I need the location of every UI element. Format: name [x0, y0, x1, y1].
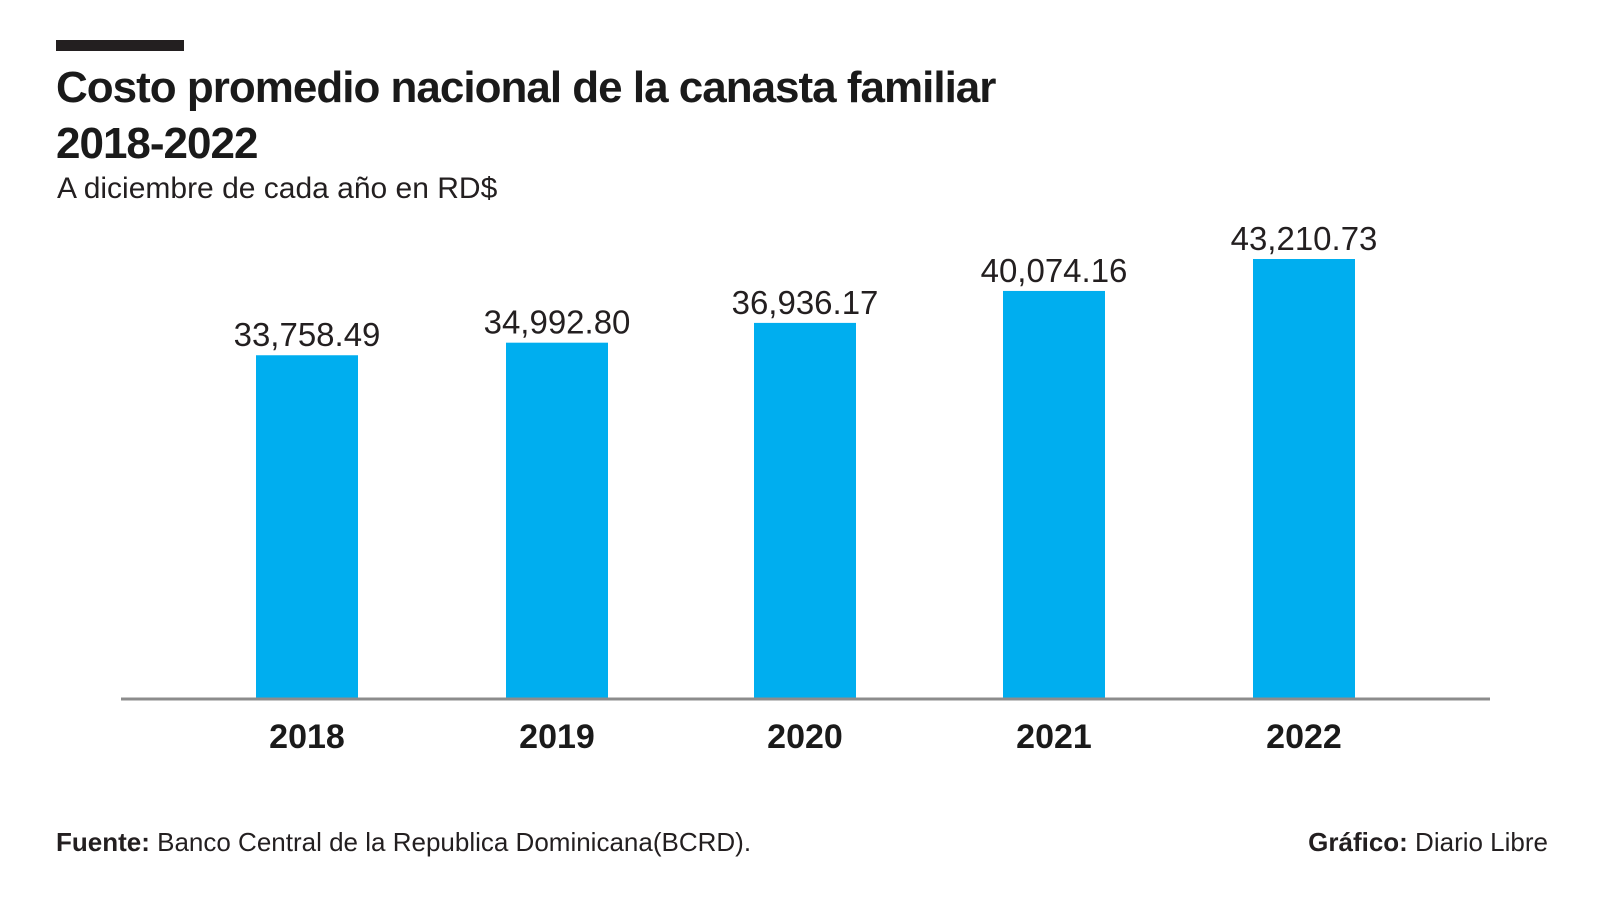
value-labels-group: 33,758.49 34,992.80 36,936.17 40,074.16 43,2…	[234, 220, 1378, 353]
value-label-2020: 36,936.17	[732, 284, 879, 321]
value-label-2021: 40,074.16	[981, 252, 1128, 289]
category-label-2022: 2022	[1266, 718, 1342, 756]
value-label-2019: 34,992.80	[484, 304, 631, 341]
source-note: Fuente: Banco Central de la Republica Do…	[56, 826, 751, 858]
bar-chart: 33,758.49 34,992.80 36,936.17 40,074.16 43,2…	[121, 220, 1490, 756]
category-label-2021: 2021	[1016, 718, 1092, 756]
bar-2022	[1253, 259, 1355, 699]
title-rule	[56, 40, 184, 51]
source-text: Banco Central de la Republica Dominicana…	[149, 827, 752, 857]
chart-title: Costo promedio nacional de la canasta fa…	[56, 60, 996, 172]
chart-subtitle: A diciembre de cada año en RD$	[57, 172, 498, 205]
credit-text: Diario Libre	[1407, 827, 1548, 857]
category-labels-group: 2018 2019 2020 2021 2022	[269, 718, 1342, 756]
bar-2021	[1003, 290, 1105, 699]
bar-2019	[506, 342, 608, 699]
bars-group	[256, 259, 1355, 699]
category-label-2018: 2018	[269, 718, 345, 756]
credit-label: Gráfico:	[1308, 827, 1408, 857]
value-label-2022: 43,210.73	[1231, 220, 1378, 257]
bar-2020	[754, 322, 856, 699]
bar-2018	[256, 355, 358, 699]
graphic-credit: Gráfico: Diario Libre	[1308, 826, 1548, 858]
category-label-2020: 2020	[767, 718, 843, 756]
source-label: Fuente:	[56, 827, 150, 857]
value-label-2018: 33,758.49	[234, 316, 381, 353]
chart-title-line-1: Costo promedio nacional de la canasta fa…	[56, 63, 996, 112]
chart-title-line-2: 2018-2022	[56, 119, 258, 168]
category-label-2019: 2019	[519, 718, 595, 756]
